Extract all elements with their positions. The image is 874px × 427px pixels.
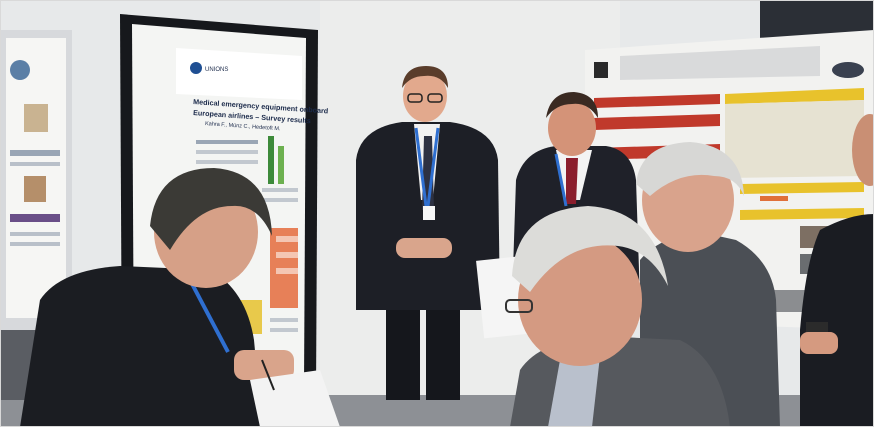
poster-logo-text: UNIONS [205,67,228,73]
poster-table [725,100,864,178]
person-far-right-partial [800,114,874,427]
poster-yellow-band [725,88,864,104]
logo-icon [190,62,202,74]
name-badge [423,206,435,220]
poster-bar-chart [268,136,274,184]
red-tie [566,158,578,204]
poster-photo-2 [24,176,46,202]
lanyard [414,127,428,207]
poster-red-band [594,94,720,108]
person-center-standing [356,66,500,400]
person-white-hair-right [636,142,780,427]
poster-photo [24,104,48,132]
face [403,70,447,122]
glasses [407,93,423,103]
white-hair [636,142,744,196]
poster-authors: Kahra F., Münz C., Hedetoft M. [205,121,281,132]
cross-emblem-icon [594,62,608,78]
person-foreground-white-hair [505,206,730,427]
phone [806,322,828,332]
glasses-2 [505,299,533,313]
person-foreground-left-writing [20,168,340,427]
dark-hair [150,168,272,250]
pen [261,359,275,391]
clasped-hands [396,238,452,258]
emblem-icon [10,60,30,80]
face-2 [548,100,596,156]
white-hair-2 [512,206,668,292]
wings-emblem-icon [832,62,864,78]
